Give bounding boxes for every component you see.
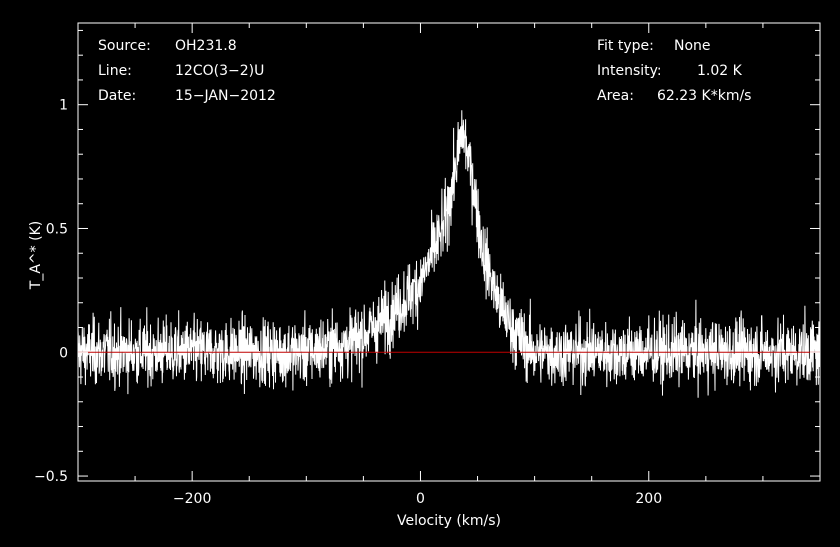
info-date-value: 15−JAN−2012 [175, 88, 276, 104]
info-source-key: Source: [98, 38, 151, 54]
info-intensity-key: Intensity: [597, 63, 662, 79]
info-line-value: 12CO(3−2)U [175, 63, 264, 79]
y-tick-label: 1 [59, 98, 68, 114]
x-tick-label: 0 [416, 491, 425, 507]
x-tick-label: 200 [635, 491, 662, 507]
info-intensity-value: 1.02 K [697, 63, 743, 79]
spectrum-line [77, 110, 821, 398]
axis-ticks: −200 0 200 −0.5 0 0.5 1 [34, 23, 821, 507]
y-tick-label: 0 [59, 345, 68, 361]
y-tick-label: 0.5 [46, 221, 68, 237]
spectrum-series [77, 110, 821, 398]
y-tick-label: −0.5 [34, 469, 68, 485]
info-area-key: Area: [597, 88, 634, 104]
info-date-key: Date: [98, 88, 136, 104]
info-area-value: 62.23 K*km/s [657, 88, 751, 104]
plot-frame [77, 22, 821, 482]
info-fittype-key: Fit type: [597, 38, 654, 54]
info-line-key: Line: [98, 63, 132, 79]
x-tick-label: −200 [173, 491, 211, 507]
info-source-value: OH231.8 [175, 38, 237, 54]
info-fittype-value: None [674, 38, 711, 54]
y-axis-title: T_A^* (K) [28, 221, 44, 290]
x-axis-title: Velocity (km/s) [397, 513, 501, 529]
